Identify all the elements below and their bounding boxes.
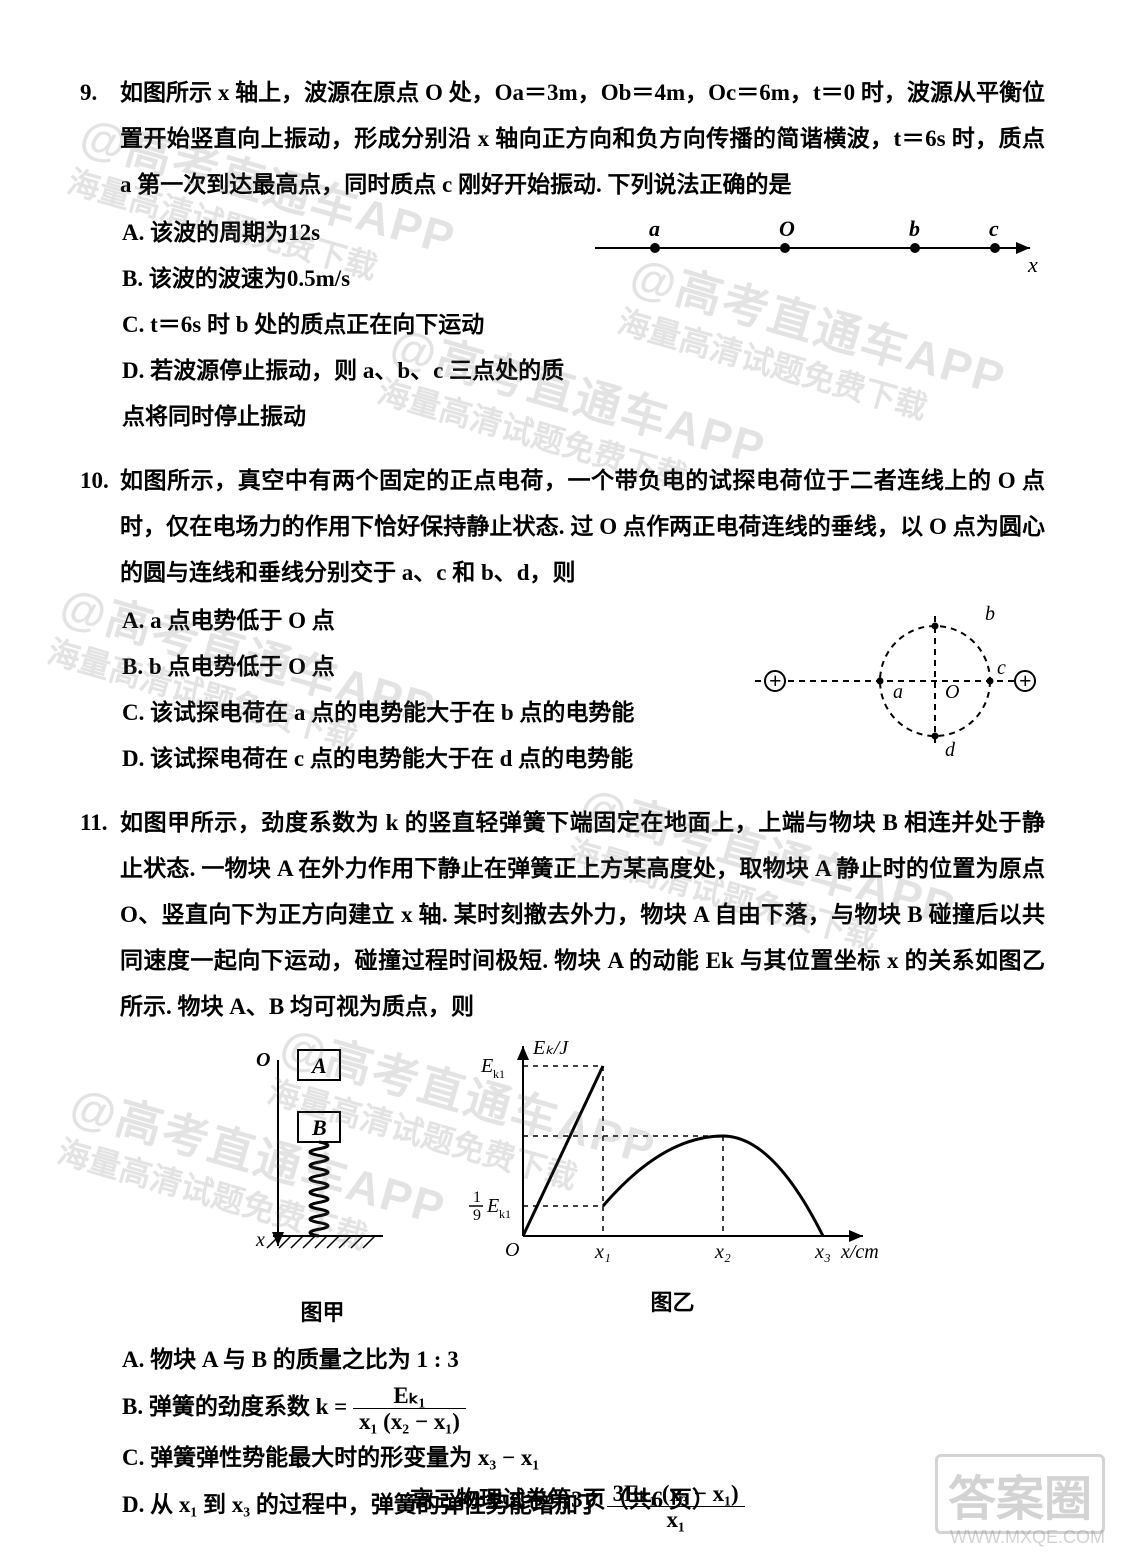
- svg-text:c: c: [989, 216, 999, 241]
- q10-opt-d: D. 该试探电荷在 c 点的电势能大于在 d 点的电势能: [80, 736, 735, 782]
- svg-text:a: a: [649, 216, 660, 241]
- q9-figure: x a Ob c: [585, 208, 1045, 278]
- svg-text:k1: k1: [493, 1067, 505, 1081]
- svg-text:+: +: [1019, 668, 1032, 693]
- q9-number: 9.: [80, 70, 120, 208]
- question-10: 10. 如图所示，真空中有两个固定的正点电荷，一个带负电的试探电荷位于二者连线上…: [80, 458, 1045, 782]
- q11-opt-c: C. 弹簧弹性势能最大时的形变量为 x₃ − x₁: [80, 1435, 1045, 1481]
- q10-figure: + + b c d a O: [745, 596, 1045, 766]
- q11-opt-b-pre: B. 弹簧的劲度系数 k =: [122, 1394, 347, 1419]
- q9-opt-c: C. t＝6s 时 b 处的质点正在向下运动: [80, 302, 575, 348]
- q10-opt-b: B. b 点电势低于 O 点: [80, 644, 735, 690]
- q11-opt-b-den: x₁ (x₂ − x₁): [353, 1409, 466, 1434]
- svg-text:O: O: [256, 1049, 270, 1071]
- svg-text:x: x: [255, 1229, 265, 1251]
- q11-figure-left-wrap: Ox A B 图甲: [243, 1036, 403, 1327]
- q10-number: 10.: [80, 458, 120, 596]
- svg-text:d: d: [945, 739, 956, 761]
- svg-text:b: b: [985, 603, 995, 625]
- svg-text:x₁: x₁: [594, 1241, 611, 1263]
- svg-text:9: 9: [473, 1207, 481, 1224]
- svg-text:O: O: [779, 216, 795, 241]
- svg-text:E: E: [480, 1055, 493, 1077]
- svg-text:k1: k1: [499, 1207, 511, 1221]
- q11-opt-b-frac: Eₖ₁ x₁ (x₂ − x₁): [353, 1383, 466, 1435]
- svg-text:c: c: [997, 657, 1006, 679]
- q9-opt-d: D. 若波源停止振动，则 a、b、c 三点处的质点将同时停止振动: [80, 348, 575, 440]
- q11-caption-right: 图乙: [463, 1285, 883, 1317]
- q10-stem: 如图所示，真空中有两个固定的正点电荷，一个带负电的试探电荷位于二者连线上的 O …: [120, 458, 1045, 596]
- q11-figure-right: Ox/cmEₖ/JEk119Ek1x₁x₂x₃: [463, 1036, 883, 1276]
- question-11: 11. 如图甲所示，劲度系数为 k 的竖直轻弹簧下端固定在地面上，上端与物块 B…: [80, 800, 1045, 1532]
- svg-text:B: B: [311, 1115, 327, 1140]
- svg-text:1: 1: [473, 1189, 481, 1206]
- q11-opt-a: A. 物块 A 与 B 的质量之比为 1 : 3: [80, 1337, 1045, 1383]
- svg-text:E: E: [486, 1195, 499, 1217]
- q11-caption-left: 图甲: [243, 1295, 403, 1327]
- corner-url: WWW.MXQE.COM: [950, 1527, 1105, 1548]
- q9-stem: 如图所示 x 轴上，波源在原点 O 处，Oa＝3m，Ob＝4m，Oc＝6m，t＝…: [120, 70, 1045, 208]
- corner-stamp: 答案圈: [935, 1454, 1105, 1534]
- svg-text:b: b: [909, 216, 920, 241]
- q11-opt-b-num: Eₖ₁: [353, 1383, 466, 1409]
- q11-figure-right-wrap: Ox/cmEₖ/JEk119Ek1x₁x₂x₃ 图乙: [463, 1036, 883, 1327]
- q11-figure-left: Ox A B: [243, 1036, 403, 1286]
- svg-text:x₂: x₂: [714, 1241, 731, 1263]
- q10-opt-a: A. a 点电势低于 O 点: [80, 598, 735, 644]
- svg-text:O: O: [945, 681, 959, 703]
- svg-text:O: O: [505, 1239, 519, 1261]
- question-9: 9. 如图所示 x 轴上，波源在原点 O 处，Oa＝3m，Ob＝4m，Oc＝6m…: [80, 70, 1045, 440]
- svg-text:a: a: [893, 681, 903, 703]
- q11-opt-b: B. 弹簧的劲度系数 k = Eₖ₁ x₁ (x₂ − x₁): [80, 1383, 1045, 1435]
- svg-text:x/cm: x/cm: [840, 1241, 879, 1263]
- q11-number: 11.: [80, 800, 120, 1030]
- svg-text:+: +: [769, 668, 782, 693]
- svg-text:Eₖ/J: Eₖ/J: [532, 1037, 569, 1059]
- q11-stem: 如图甲所示，劲度系数为 k 的竖直轻弹簧下端固定在地面上，上端与物块 B 相连并…: [120, 800, 1045, 1030]
- svg-text:A: A: [310, 1053, 327, 1078]
- svg-text:x: x: [1027, 252, 1038, 277]
- q9-opt-b: B. 该波的波速为0.5m/s: [80, 256, 575, 302]
- q10-opt-c: C. 该试探电荷在 a 点的电势能大于在 b 点的电势能: [80, 690, 735, 736]
- q9-opt-a: A. 该波的周期为12s: [80, 210, 575, 256]
- svg-text:x₃: x₃: [814, 1241, 831, 1263]
